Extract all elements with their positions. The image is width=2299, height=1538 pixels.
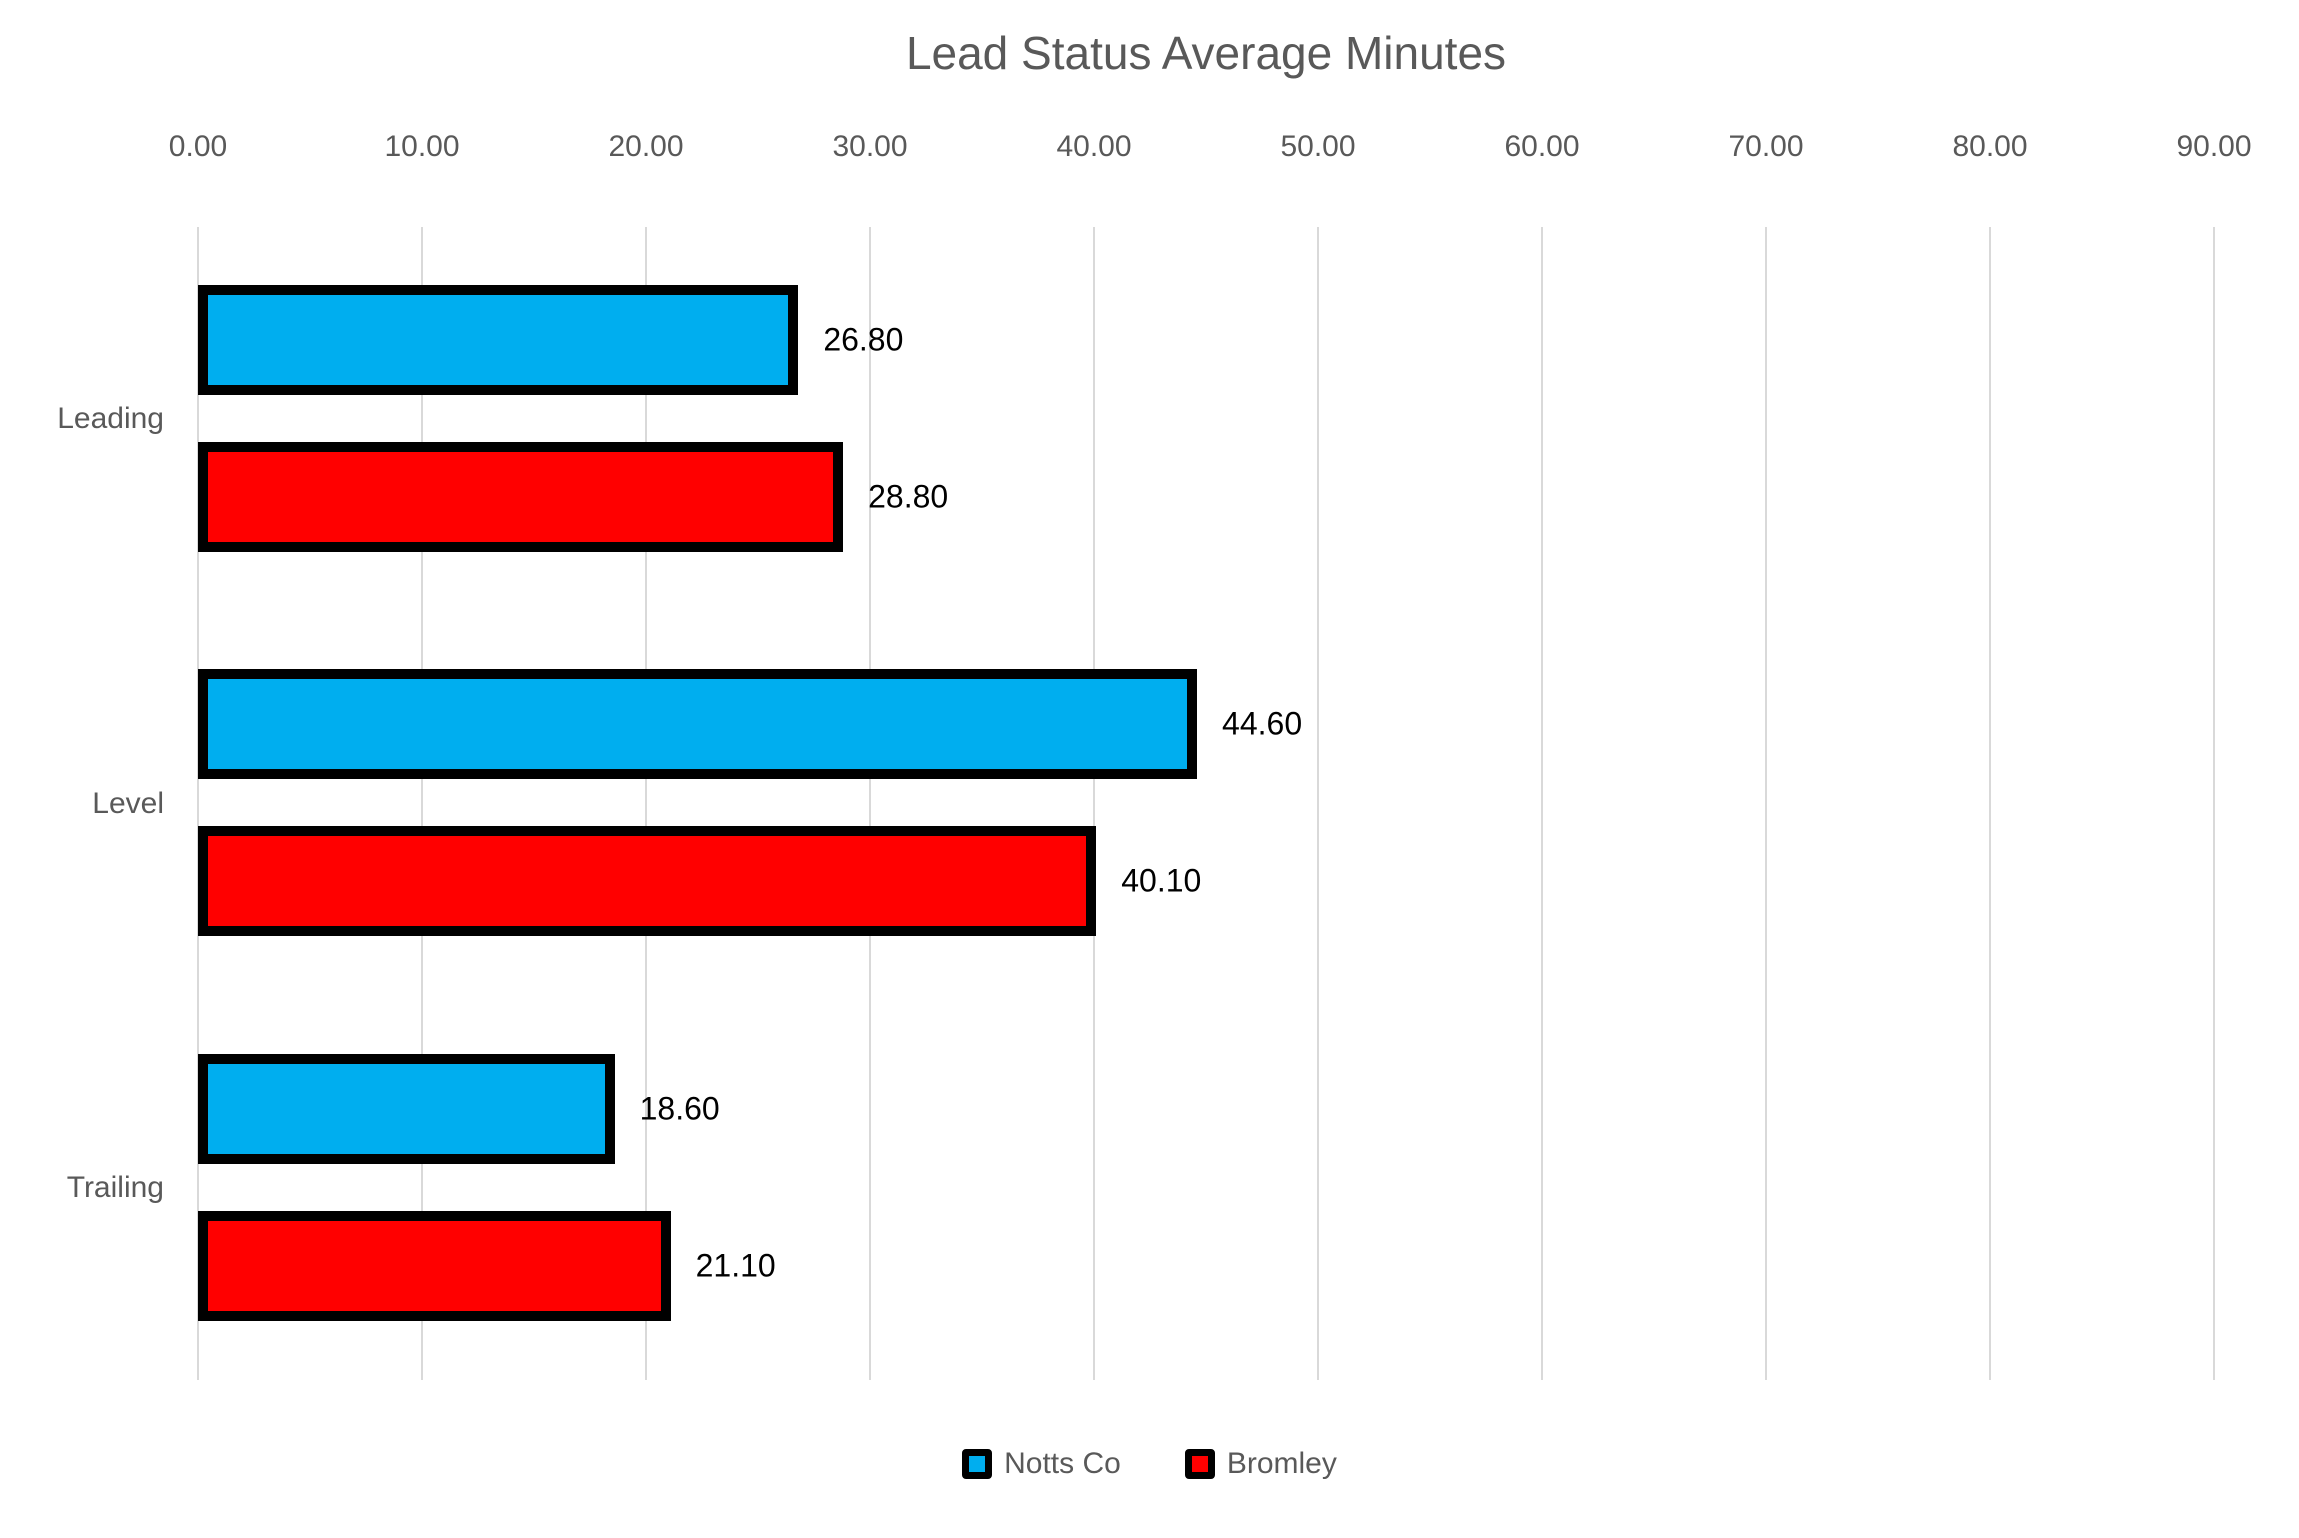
y-category-label-trailing: Trailing <box>66 1170 164 1204</box>
value-label-bromley-level: 40.10 <box>1121 862 1202 899</box>
x-tick-label: 20.00 <box>608 130 684 163</box>
chart-title: Lead Status Average Minutes <box>905 27 1507 79</box>
bar-bromley-level <box>198 826 1097 937</box>
bar-bromley-leading <box>198 442 844 552</box>
legend-swatch-icon <box>962 1449 993 1479</box>
x-tick-label: 90.00 <box>2176 130 2252 163</box>
gridline-30.00 <box>869 227 871 1380</box>
gridline-70.00 <box>1765 227 1767 1380</box>
value-label-notts-co-level: 44.60 <box>1222 705 1303 742</box>
gridline-40.00 <box>1093 227 1095 1380</box>
gridline-0.00 <box>197 227 199 1380</box>
legend-item-notts-co: Notts Co <box>962 1447 1121 1481</box>
legend: Notts Co Bromley <box>0 1447 2299 1481</box>
gridline-90.00 <box>2213 227 2215 1380</box>
x-tick-label: 0.00 <box>168 130 228 163</box>
x-tick-label: 30.00 <box>832 130 908 163</box>
x-tick-label: 60.00 <box>1504 130 1580 163</box>
x-tick-label: 80.00 <box>1952 130 2028 163</box>
gridline-80.00 <box>1989 227 1991 1380</box>
gridline-50.00 <box>1317 227 1319 1380</box>
legend-label: Bromley <box>1226 1447 1337 1480</box>
value-label-bromley-trailing: 21.10 <box>695 1247 776 1284</box>
y-category-label-level: Level <box>92 786 164 820</box>
legend-label: Notts Co <box>1004 1447 1121 1480</box>
value-label-notts-co-leading: 26.80 <box>823 321 904 358</box>
bar-bromley-trailing <box>198 1210 671 1321</box>
gridline-60.00 <box>1541 227 1543 1380</box>
bar-notts-co-level <box>198 669 1198 780</box>
bar-notts-co-trailing <box>198 1053 615 1164</box>
x-tick-label: 70.00 <box>1728 130 1804 163</box>
y-category-label-leading: Leading <box>57 402 164 436</box>
x-tick-label: 10.00 <box>384 130 460 163</box>
bar-notts-co-leading <box>198 285 799 395</box>
x-tick-label: 50.00 <box>1280 130 1356 163</box>
x-tick-label: 40.00 <box>1056 130 1132 163</box>
legend-item-bromley: Bromley <box>1184 1447 1337 1481</box>
gridline-10.00 <box>421 227 423 1380</box>
value-label-notts-co-trailing: 18.60 <box>639 1090 720 1127</box>
value-label-bromley-leading: 28.80 <box>868 478 949 515</box>
legend-swatch-icon <box>1184 1449 1215 1479</box>
gridline-20.00 <box>645 227 647 1380</box>
